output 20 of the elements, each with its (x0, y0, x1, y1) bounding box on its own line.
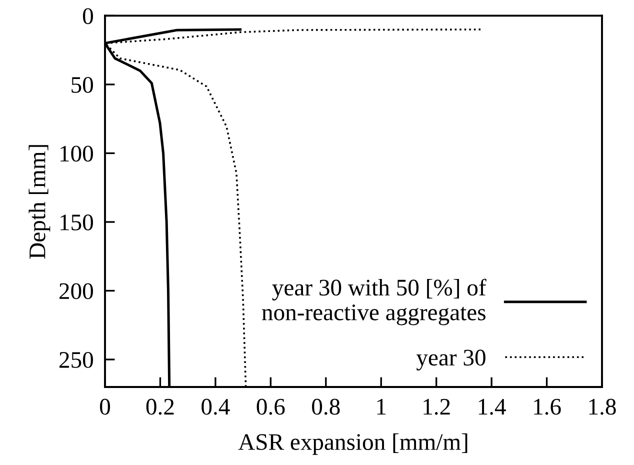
x-tick-label: 0.6 (256, 398, 285, 415)
x-tick-label: 1.4 (478, 398, 506, 415)
y-axis-title: Depth [mm] (28, 145, 50, 259)
y-tick-label: 250 (60, 352, 93, 368)
x-tick-label: 1.2 (424, 398, 450, 415)
y-tick-label: 200 (60, 283, 93, 300)
x-tick-label: 1 (377, 398, 386, 414)
y-tick-label: 100 (60, 146, 93, 162)
x-tick-label: 0 (100, 398, 110, 415)
y-tick-label: 0 (82, 8, 93, 24)
y-tick-label: 150 (60, 214, 93, 230)
legend-label: year 30 with 50 [%] of non-reactive aggregates (262, 278, 486, 326)
legend-label: year 30 (416, 350, 486, 370)
x-tick-label: 0.2 (146, 398, 174, 415)
x-axis-title: ASR expansion [mm/m] (238, 433, 468, 455)
x-tick-label: 1.8 (589, 398, 616, 415)
x-tick-label: 0.4 (202, 398, 230, 415)
x-tick-label: 1.6 (534, 398, 561, 415)
y-tick-label: 50 (72, 76, 93, 93)
x-tick-label: 0.8 (312, 398, 340, 415)
